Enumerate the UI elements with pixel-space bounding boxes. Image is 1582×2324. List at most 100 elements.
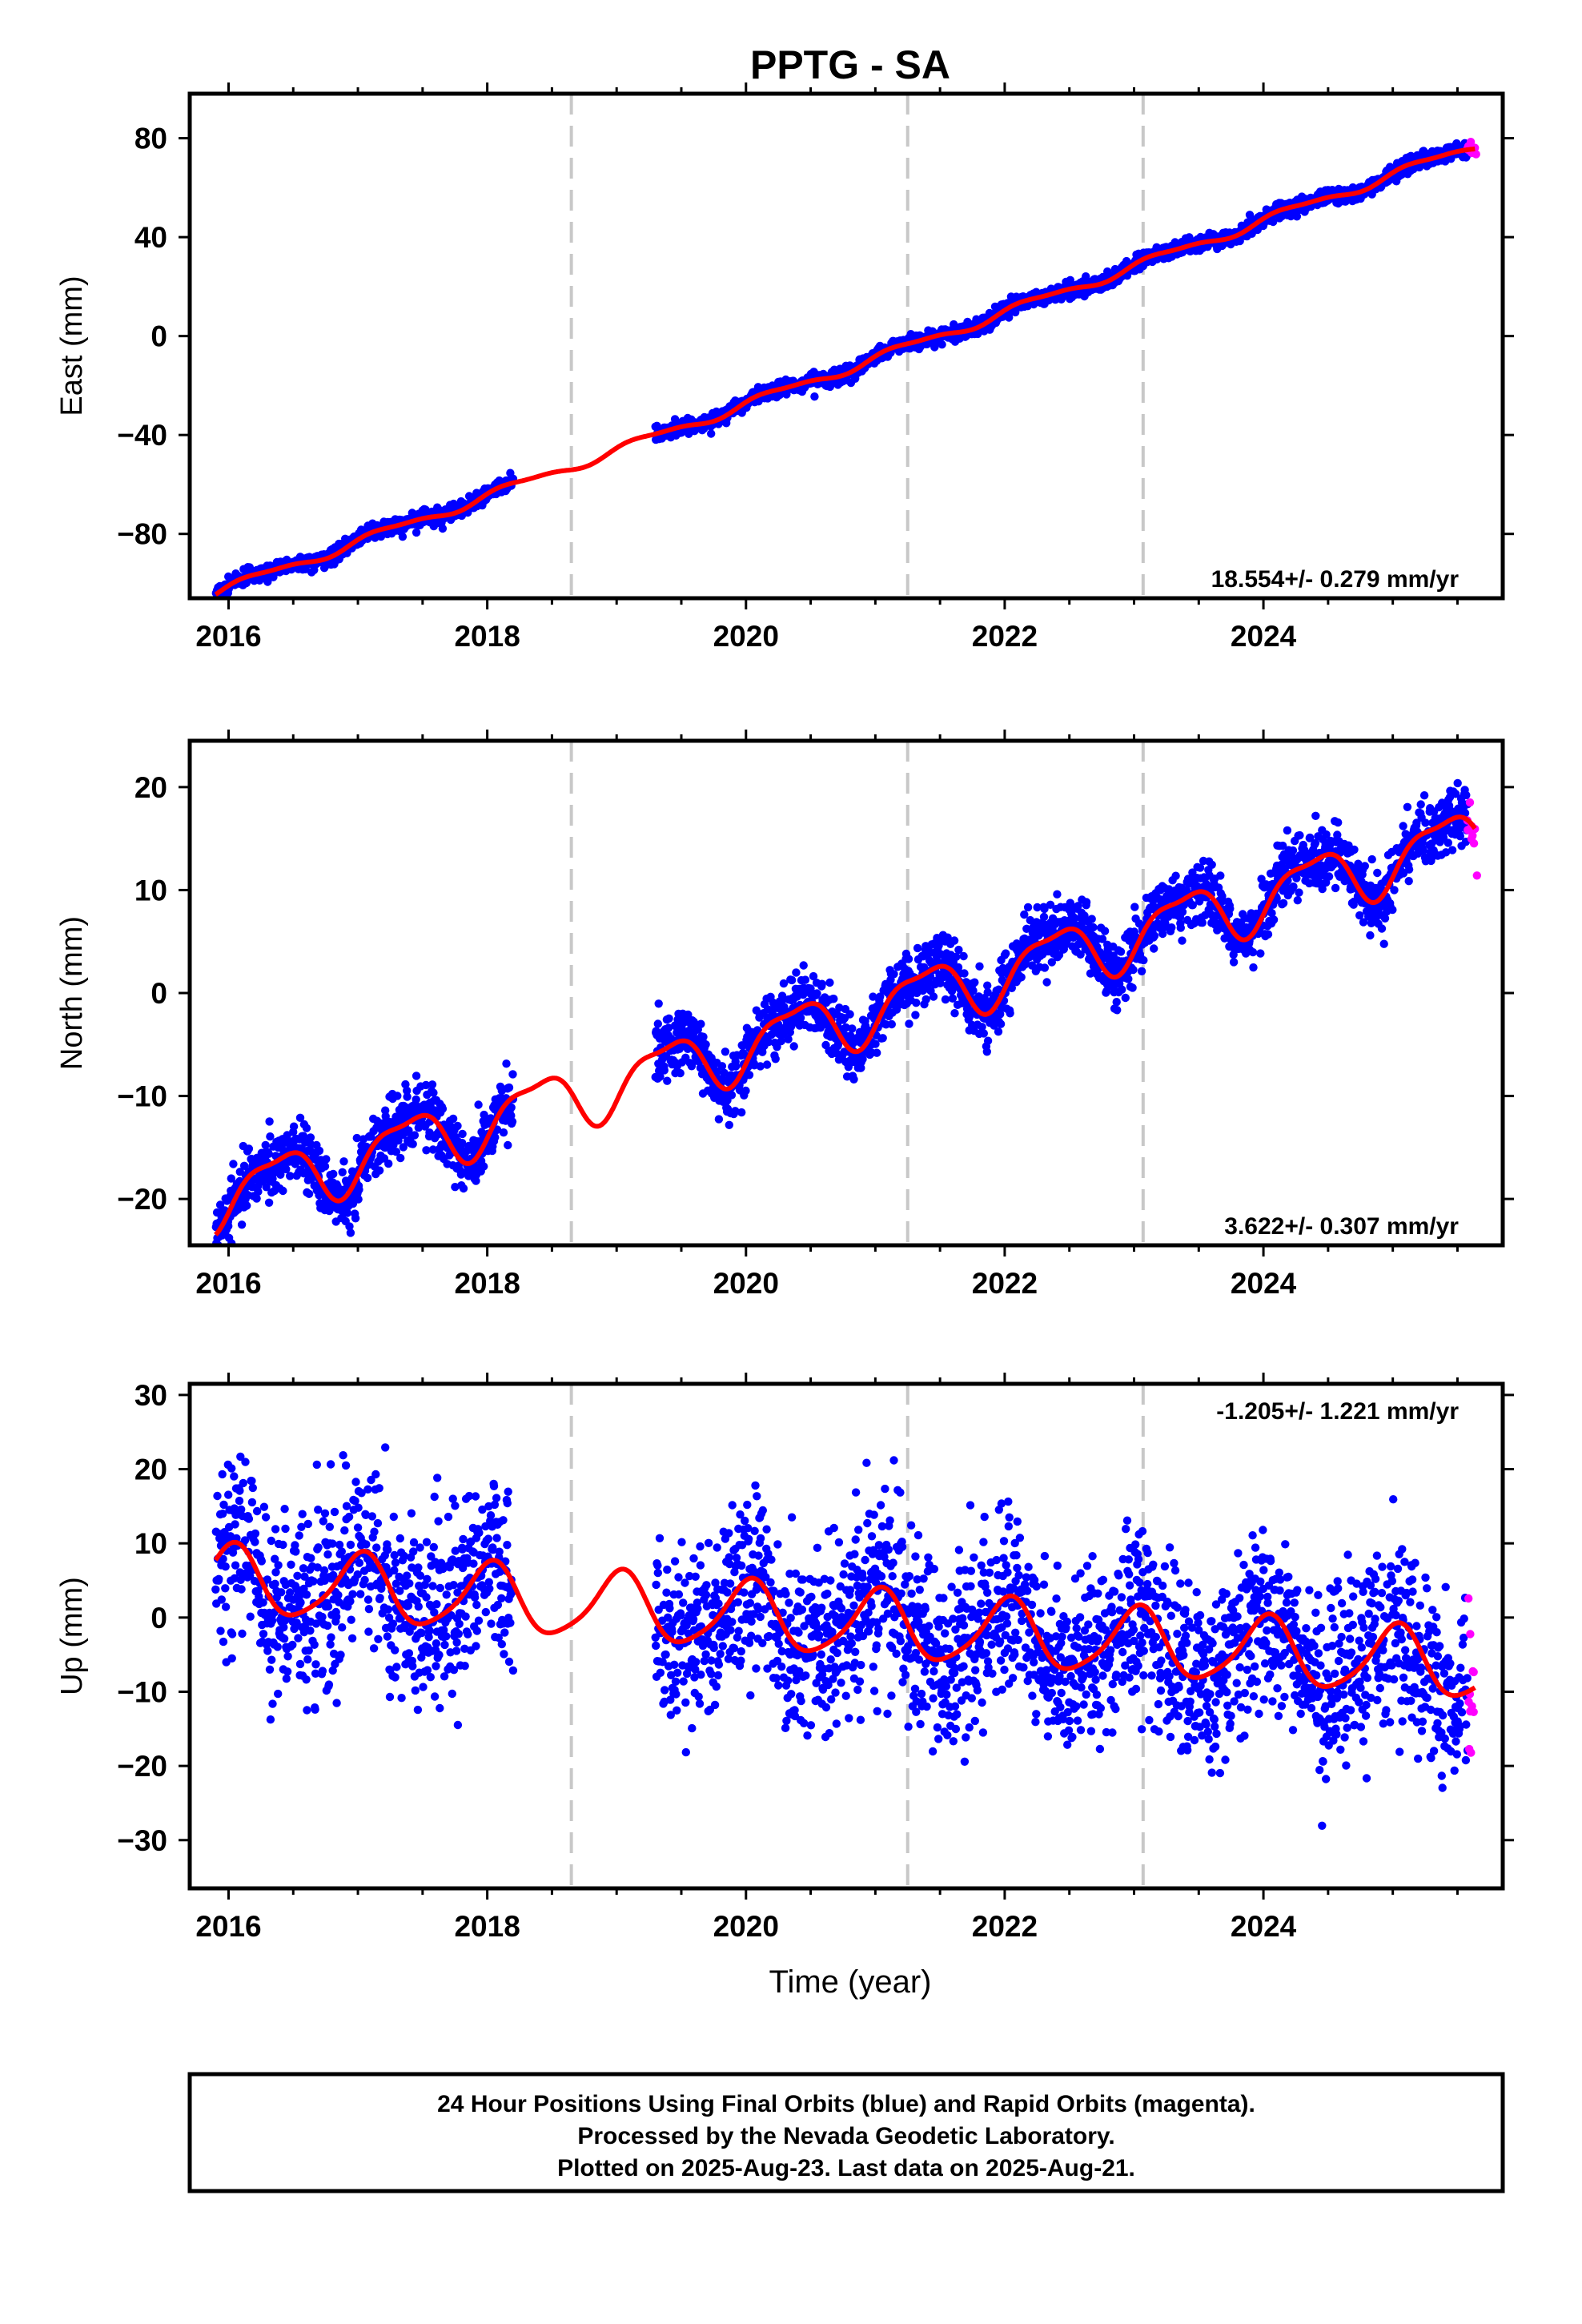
final-point	[1017, 973, 1026, 982]
final-point	[1118, 985, 1126, 994]
final-point	[701, 1040, 710, 1049]
final-point	[1139, 955, 1148, 965]
final-point	[1124, 975, 1133, 983]
final-point	[1039, 912, 1049, 922]
final-point	[975, 962, 984, 971]
final-point	[653, 1019, 662, 1028]
final-point	[355, 1185, 363, 1194]
final-point	[762, 1060, 772, 1069]
final-point	[725, 1120, 733, 1130]
final-point	[243, 1201, 251, 1210]
final-point	[982, 1047, 992, 1056]
final-point	[384, 1159, 393, 1168]
final-point	[266, 1132, 275, 1141]
final-point	[306, 1133, 315, 1142]
final-point	[499, 1128, 508, 1137]
final-point	[950, 936, 959, 945]
final-point	[784, 1035, 793, 1043]
final-point	[338, 1168, 347, 1177]
final-point	[1128, 983, 1137, 992]
final-point	[849, 1075, 858, 1084]
final-point	[237, 1220, 247, 1229]
final-point	[912, 999, 921, 1007]
final-point	[412, 528, 421, 537]
final-point	[1082, 898, 1091, 907]
y-tick-label: 40	[135, 221, 167, 254]
final-point	[1002, 949, 1010, 958]
final-point	[1178, 936, 1186, 945]
final-point	[502, 1059, 511, 1068]
final-point	[254, 1187, 263, 1196]
final-point	[459, 1184, 468, 1193]
final-point	[1171, 871, 1180, 880]
final-point	[983, 1036, 993, 1045]
final-point	[921, 995, 930, 1004]
final-point	[787, 975, 797, 985]
final-point	[403, 1092, 412, 1101]
final-point	[714, 1115, 724, 1124]
final-point	[504, 1140, 512, 1150]
final-point	[817, 979, 826, 988]
final-point	[1130, 903, 1139, 911]
final-point	[410, 1131, 420, 1140]
final-point	[412, 1072, 421, 1080]
final-point	[979, 1029, 989, 1038]
final-point	[721, 1047, 730, 1056]
final-point	[829, 995, 838, 1003]
final-point	[1112, 998, 1121, 1007]
final-point	[904, 955, 913, 963]
final-point	[408, 1140, 417, 1148]
final-point	[950, 1009, 959, 1018]
final-point	[279, 1186, 287, 1196]
final-point	[741, 1086, 750, 1096]
final-point	[873, 1048, 881, 1057]
final-point	[264, 1198, 274, 1208]
final-point	[264, 1149, 273, 1159]
final-point	[938, 340, 946, 349]
final-point	[1167, 923, 1176, 932]
final-point	[339, 1157, 348, 1166]
final-point	[1176, 923, 1186, 932]
final-point	[1113, 1006, 1122, 1015]
final-point	[265, 1117, 274, 1126]
final-point	[676, 1068, 685, 1078]
x-tick-label: 2018	[454, 620, 520, 653]
final-point	[354, 1195, 363, 1204]
final-point	[727, 1091, 737, 1100]
final-point	[1116, 947, 1126, 956]
final-point	[959, 951, 968, 961]
chart-title: PPTG - SA	[750, 42, 950, 87]
final-point	[504, 1083, 514, 1092]
final-point	[789, 1042, 798, 1051]
final-point	[996, 1019, 1006, 1028]
final-point	[699, 1032, 708, 1041]
x-tick-label: 2024	[1231, 620, 1297, 653]
final-point	[261, 1140, 270, 1150]
final-point	[994, 1027, 1003, 1036]
final-point	[458, 1129, 467, 1139]
final-point	[911, 1011, 920, 1019]
y-tick-label: 0	[151, 320, 167, 353]
final-point	[363, 1173, 372, 1183]
final-point	[302, 1124, 311, 1132]
final-point	[346, 1228, 355, 1237]
final-point	[889, 970, 898, 979]
final-point	[508, 1070, 517, 1079]
x-tick-label: 2022	[972, 620, 1038, 653]
final-point	[428, 1080, 437, 1089]
rate-label: 18.554+/- 0.279 mm/yr	[1211, 566, 1460, 593]
final-point	[810, 392, 819, 401]
final-point	[229, 1160, 238, 1168]
final-point	[438, 524, 448, 533]
final-point	[970, 978, 979, 987]
final-point	[412, 1095, 420, 1104]
final-point	[732, 1062, 741, 1071]
final-point	[480, 1162, 488, 1171]
final-point	[737, 1108, 746, 1117]
final-point	[1053, 890, 1062, 899]
final-point	[1198, 919, 1207, 927]
final-point	[315, 1146, 324, 1156]
y-tick-label: −40	[117, 419, 167, 452]
